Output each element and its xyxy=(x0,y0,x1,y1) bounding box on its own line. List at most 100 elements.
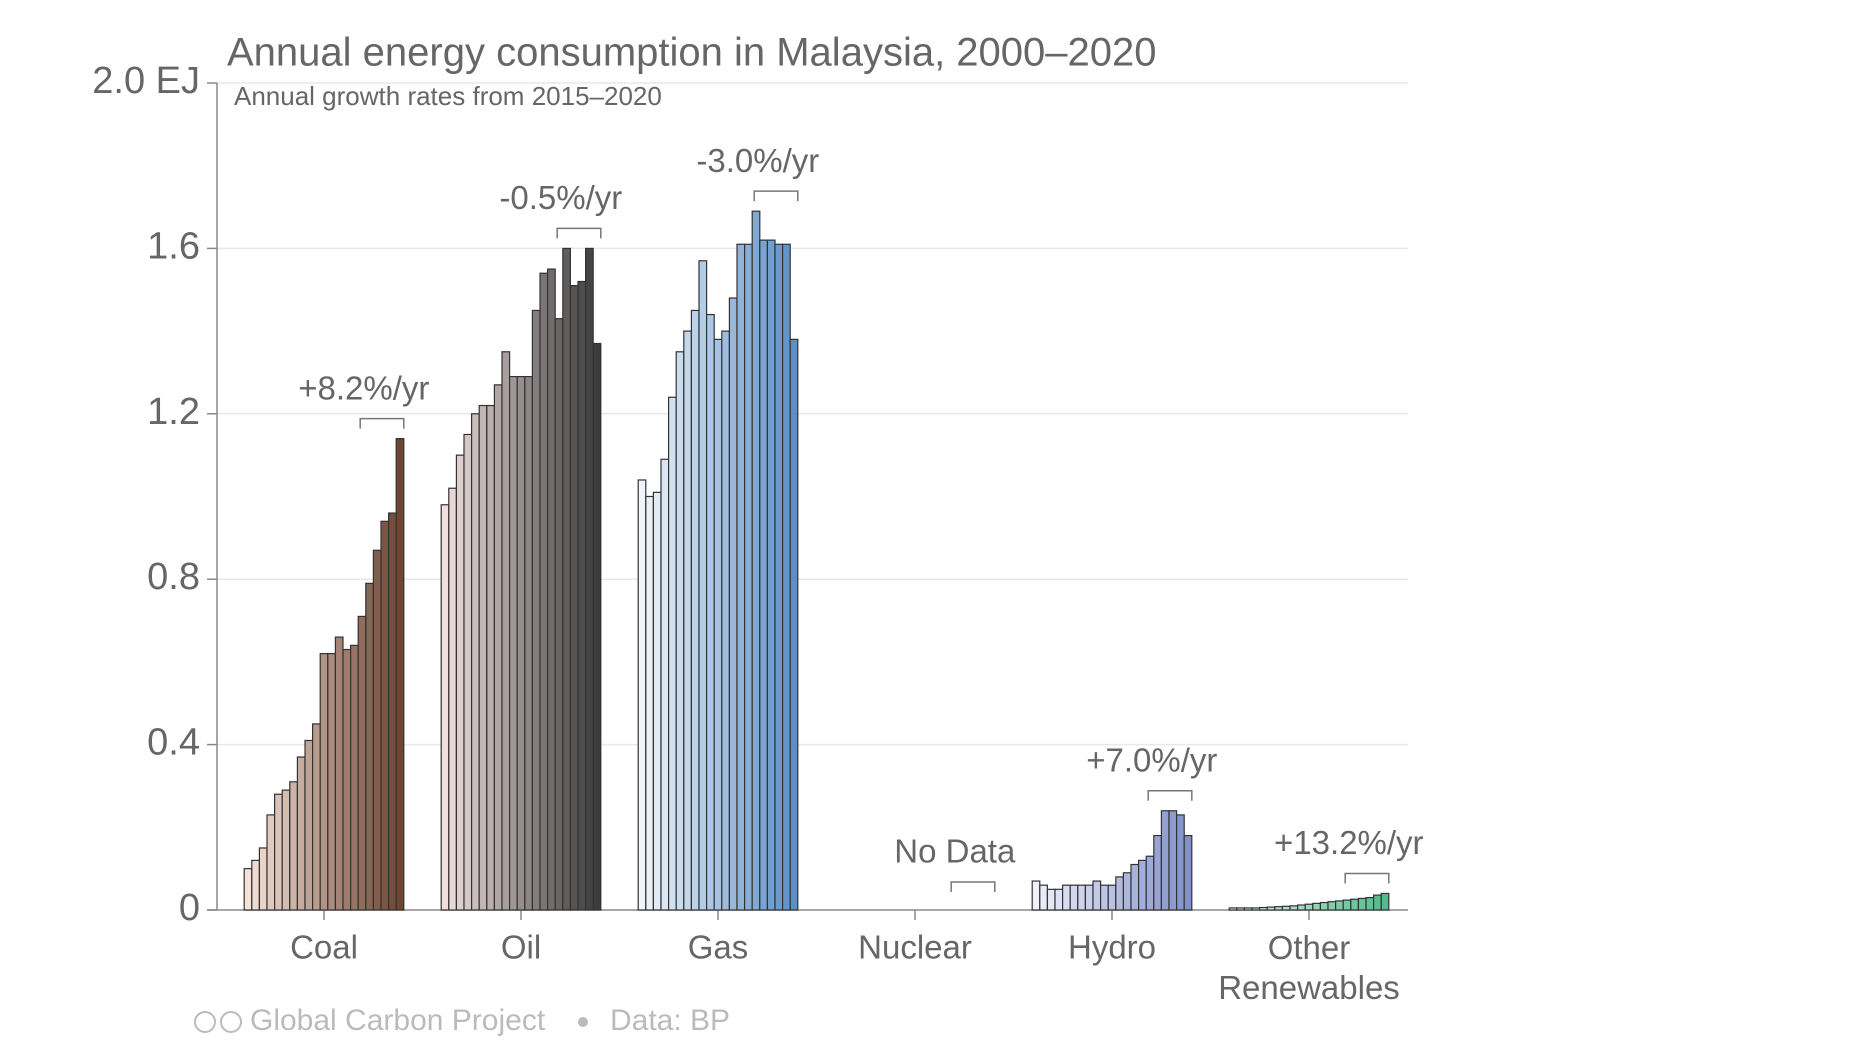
footer-credit: Global Carbon Project xyxy=(250,1004,546,1037)
bar xyxy=(478,404,488,911)
bar xyxy=(243,868,253,911)
bar xyxy=(531,309,541,911)
x-tick-label: Nuclear xyxy=(858,929,972,966)
bar xyxy=(1365,896,1375,911)
bar xyxy=(562,247,571,911)
bar xyxy=(1107,884,1117,911)
y-tick-label: 0 xyxy=(179,887,200,929)
annotation: +13.2%/yr xyxy=(1274,824,1424,861)
bar xyxy=(1054,888,1064,911)
bar xyxy=(296,756,306,911)
bar xyxy=(471,413,480,911)
bar xyxy=(463,433,473,911)
bar xyxy=(690,309,700,911)
bar xyxy=(554,318,564,911)
bar xyxy=(766,239,776,911)
bar xyxy=(1069,884,1079,911)
annotation: +7.0%/yr xyxy=(1086,741,1217,778)
bar xyxy=(705,313,715,911)
bar xyxy=(781,243,791,911)
bar xyxy=(1380,892,1390,911)
bar xyxy=(304,739,314,911)
bar xyxy=(319,653,329,911)
bar xyxy=(637,479,647,911)
bar xyxy=(1319,901,1329,911)
bar xyxy=(713,338,723,911)
bar xyxy=(1099,884,1109,911)
bar xyxy=(1228,907,1238,911)
bracket xyxy=(753,190,799,202)
bar xyxy=(728,297,738,911)
bar xyxy=(1251,907,1261,911)
bar xyxy=(486,404,495,911)
y-tick-label: 0.4 xyxy=(147,722,200,764)
y-tick-label: 1.2 xyxy=(147,391,200,433)
bar xyxy=(645,495,654,911)
bar xyxy=(380,520,390,911)
annotation: -0.5%/yr xyxy=(499,179,622,216)
bar xyxy=(388,512,397,911)
bar xyxy=(1304,903,1314,911)
bar xyxy=(440,504,450,911)
bar xyxy=(289,781,298,911)
chart-title: Annual energy consumption in Malaysia, 2… xyxy=(227,31,1157,75)
footer-source: Data: BP xyxy=(610,1004,730,1037)
annotation: -3.0%/yr xyxy=(696,142,819,179)
bar xyxy=(1084,884,1094,911)
bar xyxy=(652,491,662,911)
bar xyxy=(258,847,268,911)
bar xyxy=(667,396,677,911)
bar xyxy=(1145,855,1155,911)
bar xyxy=(251,859,261,911)
bar xyxy=(501,351,511,911)
bracket xyxy=(556,227,602,239)
bar xyxy=(493,384,503,911)
bar xyxy=(524,375,533,911)
bar xyxy=(1092,880,1102,911)
bar xyxy=(1031,880,1041,911)
bar xyxy=(1372,894,1382,911)
bar xyxy=(592,342,602,911)
bar xyxy=(546,268,556,911)
x-tick-label: Oil xyxy=(501,929,541,966)
cc-icons xyxy=(194,1011,588,1033)
bar xyxy=(774,243,784,911)
x-tick-label: Coal xyxy=(290,929,358,966)
bar xyxy=(342,648,352,911)
bracket xyxy=(1344,872,1390,884)
bracket xyxy=(359,417,405,429)
bracket xyxy=(1147,790,1193,801)
bar xyxy=(1289,905,1299,911)
bar xyxy=(721,330,730,911)
bar xyxy=(327,653,336,911)
bar xyxy=(584,247,594,911)
bar xyxy=(274,793,283,911)
bar xyxy=(509,375,518,911)
bracket xyxy=(950,881,996,892)
bar xyxy=(751,210,761,911)
bar xyxy=(516,375,526,911)
bar xyxy=(1077,884,1087,911)
bar xyxy=(577,280,587,911)
bar xyxy=(1243,907,1253,911)
bar xyxy=(743,243,753,911)
annotation: No Data xyxy=(894,833,1016,870)
bar xyxy=(448,487,457,911)
bar xyxy=(1153,834,1163,911)
bar xyxy=(698,260,708,911)
bar xyxy=(281,789,291,911)
bar xyxy=(372,549,382,911)
bar xyxy=(1175,814,1185,911)
bar xyxy=(455,454,465,911)
bar xyxy=(1061,884,1071,911)
bar xyxy=(1258,906,1268,911)
y-tick-label: 0.8 xyxy=(147,556,200,598)
x-tick-label: Hydro xyxy=(1068,929,1156,966)
bar xyxy=(1236,907,1246,911)
bar xyxy=(266,814,276,911)
x-tick-label: Other Renewables xyxy=(1218,929,1400,1006)
bar xyxy=(683,330,692,911)
chart-subtitle: Annual growth rates from 2015–2020 xyxy=(234,81,662,111)
bar xyxy=(334,636,344,911)
